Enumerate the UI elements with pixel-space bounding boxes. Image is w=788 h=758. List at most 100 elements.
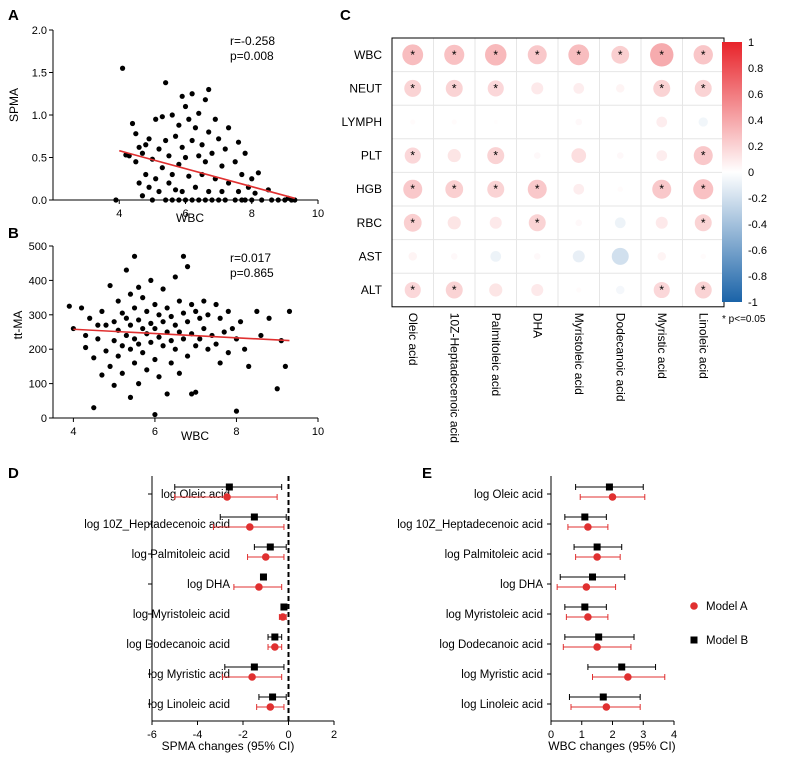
- panel-e-category-label: log Palmitoleic acid: [445, 549, 543, 561]
- legend-marker-model-b: [690, 636, 698, 644]
- panel-b-data-point: [99, 308, 105, 314]
- panel-d-estimate-circle: [271, 643, 279, 651]
- panel-b-data-point: [184, 264, 191, 270]
- panel-b-data-point: [156, 334, 162, 340]
- heatmap-row-label: WBC: [354, 48, 382, 62]
- heatmap-cell-circle: [655, 216, 668, 229]
- panel-b-data-point: [91, 355, 97, 361]
- panel-e-estimate-square: [618, 663, 626, 671]
- panel-b-data-point: [103, 322, 109, 328]
- panel-b-data-point: [119, 370, 125, 376]
- forest-plot-wbc-changes: 0 1 2 3 4 log Oleic acid log 10Z_Heptadecenoic…: [397, 476, 749, 741]
- panel-a-data-point: [209, 197, 215, 203]
- heatmap-significance-star: *: [410, 283, 415, 297]
- panel-d-estimate-square: [259, 573, 267, 581]
- panel-d-estimate-circle: [279, 613, 287, 621]
- panel-b-data-point: [111, 319, 117, 325]
- panel-b-data-point: [123, 315, 129, 321]
- panel-b-data-point: [184, 319, 191, 325]
- panel-a-data-point: [169, 197, 175, 203]
- panel-a-data-point: [153, 176, 159, 182]
- panel-d-x-axis-label: SPMA changes (95% CI): [162, 739, 295, 753]
- panel-d-category-label: log Myristoleic acid: [133, 609, 230, 621]
- panel-a-data-point: [219, 163, 225, 169]
- panel-b-data-point: [127, 291, 134, 297]
- heatmap-significance-star: *: [535, 48, 540, 62]
- heatmap-cell-circle: [650, 43, 674, 67]
- heatmap-significance-star: *: [701, 182, 706, 196]
- panel-e-category-label: log Myristoleic acid: [446, 609, 543, 621]
- panel-a-data-point: [189, 197, 195, 203]
- panel-b-data-point: [217, 315, 223, 321]
- heatmap-significance-star: *: [452, 283, 457, 297]
- panel-a-data-point: [216, 197, 222, 203]
- panel-b-data-point: [148, 277, 154, 283]
- panel-b-data-point: [160, 319, 166, 325]
- panel-e-x-tick-label: 4: [671, 729, 677, 741]
- colorbar-tick-label: 0.8: [748, 63, 763, 75]
- panel-b-data-point: [152, 325, 158, 332]
- heatmap-significance-star: *: [701, 48, 706, 62]
- panel-e-estimate-circle: [624, 673, 632, 681]
- panel-b-data-point: [111, 338, 117, 344]
- panel-d-estimate-square: [266, 543, 274, 551]
- heatmap-cell-circle: [698, 117, 708, 127]
- panel-a-data-point: [176, 197, 182, 203]
- panel-b-data-point: [136, 284, 142, 290]
- heatmap-cell-circle: [493, 120, 498, 124]
- panel-d-category-label: log Oleic acid: [161, 489, 230, 501]
- panel-e-x-tick-label: 0: [548, 729, 554, 741]
- panel-d-estimate-circle: [248, 673, 256, 681]
- panel-b-data-point: [136, 341, 142, 347]
- panel-a-data-point: [242, 197, 248, 203]
- panel-b-data-point: [197, 336, 203, 342]
- panel-a-y-axis-label: SPMA: [7, 88, 21, 122]
- panel-a-data-point: [186, 173, 192, 179]
- panel-a-data-point: [163, 197, 169, 203]
- colorbar: [722, 42, 742, 302]
- heatmap-cell-circle: [408, 252, 417, 261]
- panel-e-x-tick-label: 2: [609, 729, 615, 741]
- panel-a-data-point: [143, 142, 149, 148]
- panel-a-data-point: [179, 188, 185, 195]
- panel-b-data-point: [160, 343, 166, 349]
- panel-a-data-point: [179, 93, 185, 99]
- heatmap-cell-circle: [618, 120, 623, 124]
- panel-b-x-tick-label: 8: [233, 426, 239, 438]
- panel-e-estimate-square: [581, 603, 589, 611]
- colorbar-tick-label: 1: [748, 37, 754, 49]
- panel-a-data-point: [146, 184, 152, 190]
- panel-a-data-point: [216, 136, 222, 142]
- panel-a-data-point: [146, 136, 152, 142]
- panel-a-data-point: [172, 133, 179, 139]
- panel-b-data-point: [168, 360, 174, 366]
- panel-d-x-tick-label: -4: [193, 729, 203, 741]
- heatmap-cell-circle: [568, 44, 590, 66]
- heatmap-cell-circle: [487, 147, 505, 165]
- panel-b-y-tick-label: 500: [29, 241, 47, 253]
- panel-b-data-point: [176, 329, 182, 335]
- panel-a-data-point: [163, 80, 169, 86]
- panel-a-data-point: [139, 193, 146, 199]
- panel-a-data-point: [259, 197, 265, 203]
- panel-b-y-tick-label: 100: [29, 379, 47, 391]
- panel-b-data-point: [152, 356, 158, 363]
- heatmap-cell-circle: [450, 253, 458, 260]
- panel-a-y-tick-label: 2.0: [32, 25, 47, 37]
- panel-b-data-point: [274, 386, 280, 392]
- heatmap-significance-star: *: [410, 149, 415, 163]
- panel-b-data-point: [78, 305, 85, 311]
- panel-e-estimate-square: [599, 693, 607, 701]
- panel-a-data-point: [202, 159, 208, 165]
- heatmap-cell-circle: [533, 152, 541, 159]
- panel-b-data-point: [131, 360, 138, 366]
- heatmap-significance-star: *: [535, 182, 540, 196]
- panel-d-estimate-square: [225, 483, 233, 491]
- heatmap-significance-star: *: [701, 283, 706, 297]
- panel-a-data-point: [202, 197, 208, 203]
- panel-b-data-point: [91, 405, 97, 411]
- panel-b-data-point: [189, 391, 195, 397]
- heatmap-cell-circle: [485, 44, 507, 66]
- panel-e-x-axis-label: WBC changes (95% CI): [548, 739, 675, 753]
- panel-b-data-point: [131, 336, 138, 342]
